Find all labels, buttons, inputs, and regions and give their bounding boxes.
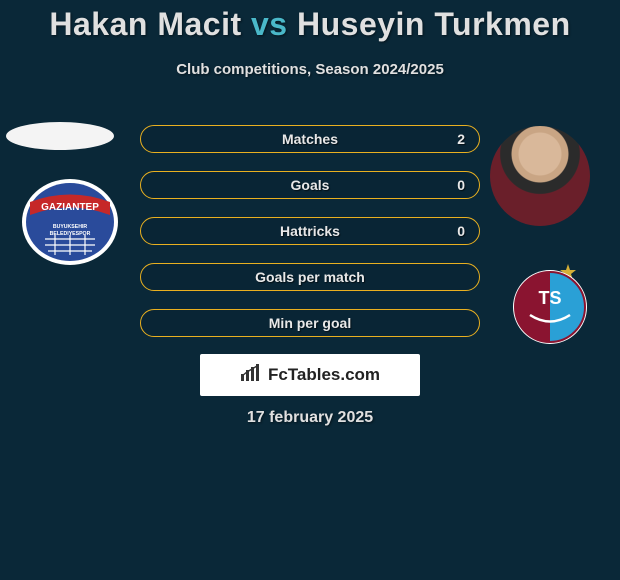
svg-text:BUYUKSEHIR: BUYUKSEHIR	[53, 224, 88, 230]
club-right-crest: TS	[500, 260, 600, 345]
comparison-title: Hakan Macit vs Huseyin Turkmen	[0, 0, 620, 43]
stats-panel: Matches 2 Goals 0 Hattricks 0 Goals per …	[140, 125, 480, 355]
stat-row-hattricks: Hattricks 0	[140, 217, 480, 245]
stat-value-right: 0	[457, 218, 465, 244]
stat-label: Goals per match	[141, 264, 479, 290]
bar-chart-icon	[240, 364, 262, 387]
stat-label: Matches	[141, 126, 479, 152]
brand-text: FcTables.com	[268, 365, 380, 385]
player-left-avatar-placeholder	[6, 122, 114, 150]
player-right-name: Huseyin Turkmen	[297, 6, 571, 42]
stat-row-goals-per-match: Goals per match	[140, 263, 480, 291]
stat-value-right: 0	[457, 172, 465, 198]
comparison-date: 17 february 2025	[0, 409, 620, 427]
stat-row-min-per-goal: Min per goal	[140, 309, 480, 337]
stat-value-right: 2	[457, 126, 465, 152]
player-right-avatar	[490, 126, 590, 226]
svg-text:GAZIANTEP: GAZIANTEP	[41, 202, 99, 213]
player-left-name: Hakan Macit	[49, 6, 241, 42]
stat-row-matches: Matches 2	[140, 125, 480, 153]
brand-attribution: FcTables.com	[200, 354, 420, 396]
svg-text:TS: TS	[538, 288, 561, 308]
stat-label: Hattricks	[141, 218, 479, 244]
comparison-subtitle: Club competitions, Season 2024/2025	[0, 61, 620, 78]
stat-row-goals: Goals 0	[140, 171, 480, 199]
club-left-crest: GAZIANTEP BUYUKSEHIR BELEDIYESPOR	[20, 177, 120, 267]
vs-word: vs	[251, 6, 288, 42]
stat-label: Goals	[141, 172, 479, 198]
stat-label: Min per goal	[141, 310, 479, 336]
